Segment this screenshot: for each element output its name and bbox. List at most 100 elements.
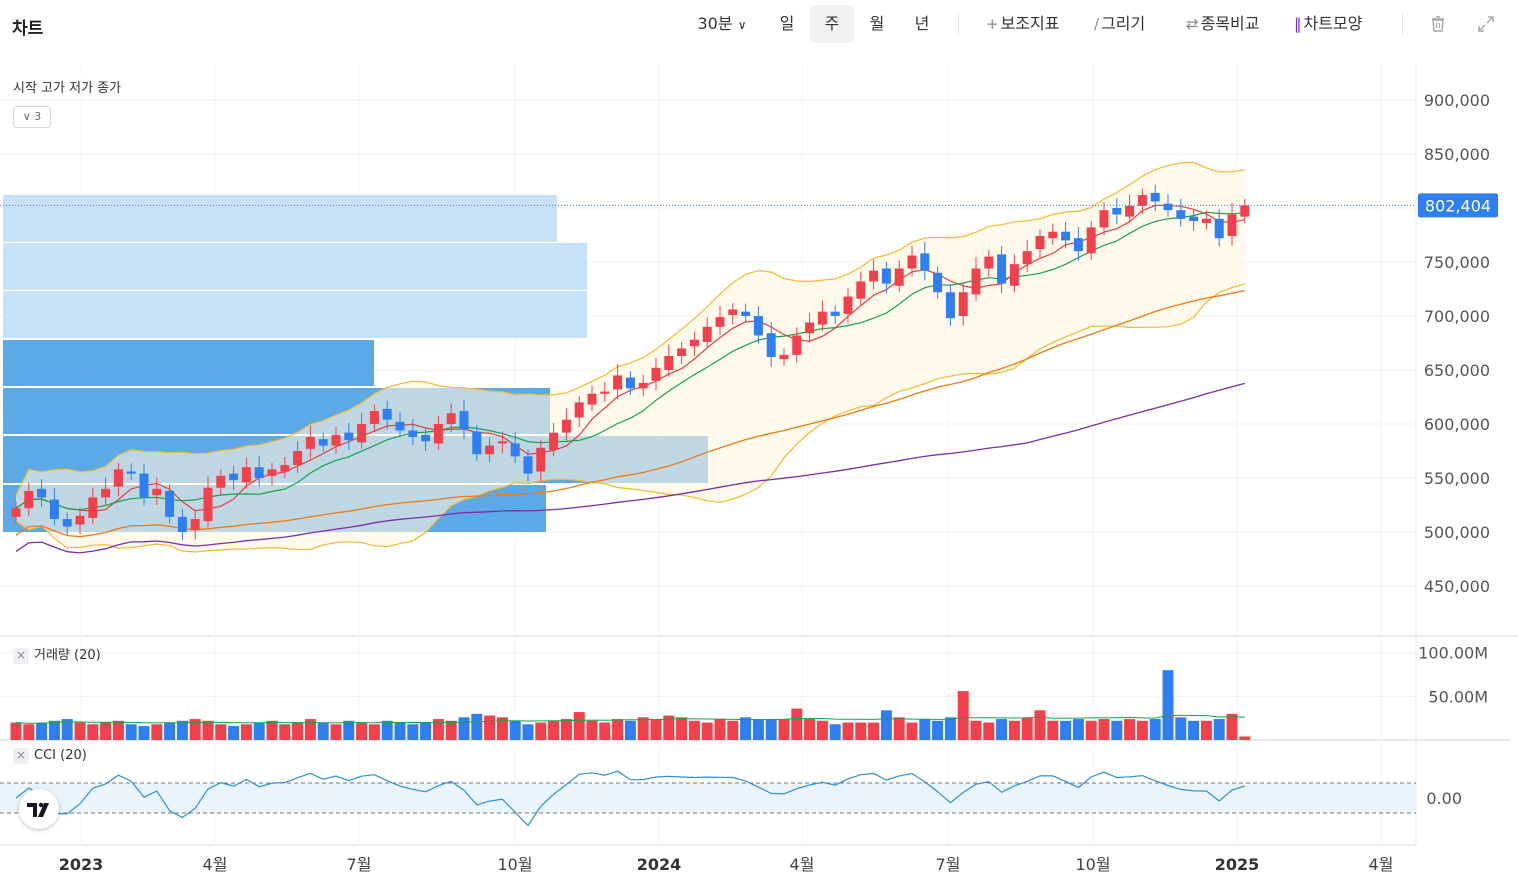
candle-body bbox=[702, 326, 712, 342]
candle-body bbox=[459, 411, 469, 430]
candle bbox=[920, 242, 930, 281]
time-tick-label: 7월 bbox=[347, 855, 372, 874]
cci-series bbox=[0, 770, 1416, 827]
volume-bar bbox=[1072, 719, 1084, 740]
volume-bar bbox=[804, 719, 816, 740]
candle bbox=[689, 331, 699, 356]
axes: 900,000850,000800,000750,000700,000650,0… bbox=[0, 91, 1498, 874]
candle-body bbox=[1048, 231, 1058, 239]
price-tick-label: 650,000 bbox=[1424, 361, 1490, 380]
candle-body bbox=[574, 402, 584, 418]
indicator-button[interactable]: + 보조지표 bbox=[986, 5, 1059, 43]
candle bbox=[88, 487, 98, 525]
candle-body bbox=[254, 467, 264, 478]
candle-body bbox=[766, 333, 776, 358]
volume-bar bbox=[407, 724, 419, 740]
volume-bar bbox=[1034, 710, 1046, 740]
bollinger-fill bbox=[16, 162, 1245, 552]
candle bbox=[293, 441, 303, 474]
close-icon[interactable]: × bbox=[13, 748, 29, 764]
volume-bar bbox=[151, 724, 163, 740]
volume-bar bbox=[228, 726, 240, 740]
compare-button[interactable]: ⇄ 종목비교 bbox=[1186, 5, 1259, 43]
period-year-button[interactable]: 년 bbox=[914, 14, 930, 33]
price-tick-label: 900,000 bbox=[1424, 91, 1490, 110]
volume-series bbox=[10, 670, 1251, 740]
volume-bar bbox=[253, 722, 265, 740]
volume-bar bbox=[484, 715, 496, 740]
time-tick-label: 10월 bbox=[497, 855, 532, 874]
volume-bar bbox=[688, 720, 700, 740]
volume-ma-line bbox=[15, 714, 1245, 724]
candle-body bbox=[1176, 210, 1186, 219]
volume-bar bbox=[368, 724, 380, 740]
candle-body bbox=[625, 377, 635, 389]
volume-bar bbox=[573, 712, 585, 740]
drawing-button[interactable]: ∕ 그리기 bbox=[1094, 5, 1145, 43]
candle bbox=[510, 432, 520, 463]
volume-bar bbox=[1149, 719, 1161, 740]
candle-body bbox=[1061, 231, 1071, 241]
candle bbox=[165, 484, 175, 524]
volume-bar bbox=[599, 722, 611, 740]
candle bbox=[625, 371, 635, 395]
volume-bar bbox=[829, 724, 841, 740]
trash-icon[interactable] bbox=[1426, 12, 1450, 36]
ma-60-line bbox=[15, 289, 1245, 538]
volume-bar bbox=[535, 722, 547, 740]
tradingview-logo-icon[interactable] bbox=[19, 789, 59, 829]
expand-icon[interactable] bbox=[1474, 12, 1498, 36]
cci-legend: × CCI (20) bbox=[13, 748, 87, 764]
candle bbox=[49, 488, 59, 526]
compare-label: 종목비교 bbox=[1200, 14, 1260, 33]
candle bbox=[1061, 222, 1071, 249]
volume-bar bbox=[714, 719, 726, 740]
app-title: 차트 bbox=[12, 19, 44, 39]
volume-bar bbox=[87, 724, 99, 740]
candle bbox=[216, 469, 226, 496]
period-30min-label: 30분 bbox=[697, 14, 733, 33]
volume-bar bbox=[10, 722, 22, 740]
price-tick-label: 850,000 bbox=[1424, 145, 1490, 164]
candle-body bbox=[510, 443, 520, 457]
volume-legend: × 거래량 (20) bbox=[13, 644, 101, 664]
legend-collapse-button[interactable]: ∨ 3 bbox=[13, 106, 51, 128]
candle bbox=[126, 463, 136, 481]
cci-line bbox=[15, 770, 1245, 827]
period-month-button[interactable]: 월 bbox=[869, 14, 885, 33]
chart-type-button[interactable]: ‖ 차트모양 bbox=[1294, 5, 1362, 43]
candle-body bbox=[664, 355, 674, 370]
period-30min-dropdown[interactable]: 30분 ∨ bbox=[688, 5, 756, 43]
candle bbox=[1176, 198, 1186, 227]
top-toolbar: 차트 30분 ∨ 일 주 월 년 + 보조지표 ∕ 그리기 ⇄ 종목비교 ‖ 차트모양 bbox=[0, 0, 1518, 48]
close-icon[interactable]: × bbox=[13, 648, 29, 664]
last-price-label: 802,404 bbox=[1425, 196, 1491, 215]
period-week-button[interactable]: 주 bbox=[810, 5, 854, 43]
candle bbox=[600, 381, 610, 402]
candle bbox=[997, 246, 1007, 294]
candle-body bbox=[216, 475, 226, 488]
cci-tick-label: 0.00 bbox=[1426, 789, 1462, 808]
candle bbox=[446, 403, 456, 433]
price-tick-label: 700,000 bbox=[1424, 307, 1490, 326]
pen-icon: ∕ bbox=[1094, 15, 1100, 33]
candle-body bbox=[49, 499, 59, 520]
candle-body bbox=[241, 467, 251, 483]
volume-bar bbox=[36, 722, 48, 740]
period-day-button[interactable]: 일 bbox=[779, 14, 795, 33]
candlestick-series bbox=[11, 184, 1250, 541]
candle bbox=[1048, 223, 1058, 245]
candle-body bbox=[139, 473, 149, 498]
candle bbox=[331, 426, 341, 454]
candle-body bbox=[331, 434, 341, 446]
volume-bar bbox=[637, 717, 649, 740]
indicator-label: 보조지표 bbox=[1000, 14, 1060, 33]
candle-body bbox=[305, 436, 315, 449]
price-tick-label: 600,000 bbox=[1424, 415, 1490, 434]
candle bbox=[101, 477, 111, 506]
volume-bar bbox=[522, 724, 534, 740]
candle-body bbox=[1073, 238, 1083, 252]
volume-bar bbox=[1213, 719, 1225, 740]
candle-body bbox=[523, 456, 533, 474]
